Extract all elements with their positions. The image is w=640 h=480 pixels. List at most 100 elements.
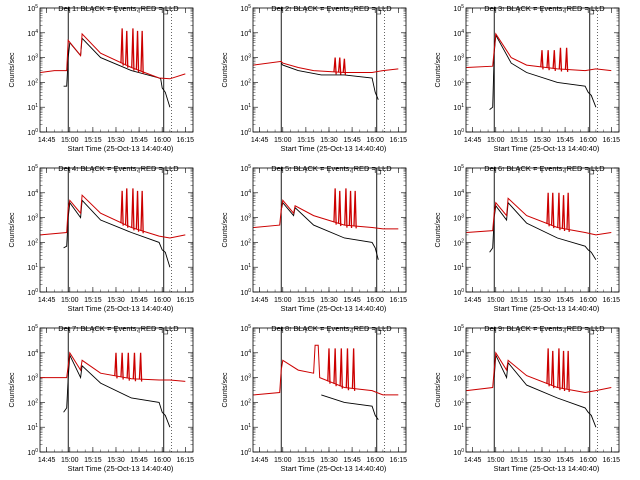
marker-flag	[163, 329, 169, 335]
y-tick-label: 103	[453, 214, 464, 223]
lld-spike	[353, 190, 357, 229]
y-tick-label: 102	[453, 78, 464, 87]
y-tick-label: 101	[240, 263, 251, 272]
lld-spike	[339, 348, 343, 389]
y-tick-label-base: 10	[240, 290, 248, 297]
lld-spike	[344, 188, 348, 228]
y-tick-label: 104	[240, 29, 251, 38]
y-tick-label: 102	[453, 238, 464, 247]
y-tick-label-exp: 1	[35, 423, 38, 429]
y-tick-label-exp: 4	[248, 189, 251, 195]
x-tick-label: 14:45	[251, 137, 269, 144]
y-tick-label: 103	[453, 374, 464, 383]
lld-spike	[550, 350, 555, 389]
chart-title: Det 8: BLACK = Events, RED = LLD	[271, 324, 392, 333]
x-tick-label: 15:15	[297, 137, 315, 144]
chart-title: Det 7: BLACK = Events, RED = LLD	[58, 324, 179, 333]
y-axis-label: Counts/sec	[435, 372, 442, 408]
y-tick-label-exp: 1	[248, 423, 251, 429]
marker-flag	[376, 329, 382, 335]
lld-spike	[140, 30, 144, 74]
y-tick-label: 103	[27, 54, 38, 63]
x-tick-label: 14:45	[251, 297, 269, 304]
y-tick-label-base: 10	[453, 240, 461, 247]
y-tick-label: 102	[27, 238, 38, 247]
x-tick-label: 14:45	[464, 137, 482, 144]
y-tick-label-base: 10	[453, 425, 461, 432]
y-tick-label-base: 10	[240, 216, 248, 223]
lld-spike	[564, 47, 569, 72]
y-axis-label: Counts/sec	[435, 212, 442, 248]
y-tick-label-base: 10	[453, 80, 461, 87]
y-axis-label: Counts/sec	[222, 212, 229, 248]
y-tick-label-base: 10	[453, 216, 461, 223]
y-tick-label-exp: 0	[35, 288, 38, 294]
y-tick-label-exp: 3	[248, 54, 251, 60]
x-tick-label: 14:45	[464, 297, 482, 304]
lld-spike	[135, 30, 140, 73]
lld-spike	[132, 352, 137, 382]
y-tick-label-exp: 3	[248, 214, 251, 220]
y-axis-label: Counts/sec	[222, 52, 229, 88]
lld-spike	[552, 50, 556, 71]
x-tick-label: 15:15	[84, 457, 102, 464]
y-tick-label-base: 10	[453, 351, 461, 358]
y-tick-label-exp: 2	[461, 78, 464, 84]
y-tick-label: 104	[240, 189, 251, 198]
x-tick-label: 15:45	[343, 137, 361, 144]
y-tick-label-exp: 1	[461, 263, 464, 269]
x-tick-label: 16:15	[603, 137, 621, 144]
y-tick-label-base: 10	[240, 326, 248, 333]
y-tick-label-base: 10	[240, 265, 248, 272]
lld-spike	[561, 195, 566, 232]
y-tick-label-exp: 0	[248, 128, 251, 134]
y-tick-label-exp: 1	[248, 103, 251, 109]
x-axis-label: Start Time (25-Oct-13 14:40:40)	[281, 144, 387, 153]
y-tick-label-base: 10	[27, 265, 35, 272]
y-tick-label-base: 10	[240, 351, 248, 358]
x-tick-label: 15:15	[510, 297, 528, 304]
x-tick-label: 15:45	[556, 457, 574, 464]
y-tick-label-exp: 4	[461, 29, 464, 35]
y-tick-label-exp: 0	[461, 128, 464, 134]
y-tick-label-base: 10	[27, 130, 35, 137]
y-tick-label-base: 10	[27, 326, 35, 333]
x-tick-label: 16:15	[603, 297, 621, 304]
x-axis-label: Start Time (25-Oct-13 14:40:40)	[68, 144, 174, 153]
lld-spike	[131, 188, 135, 231]
x-tick-label: 15:30	[533, 297, 551, 304]
y-tick-label-exp: 3	[35, 54, 38, 60]
x-tick-label: 16:15	[177, 297, 195, 304]
y-tick-label: 101	[240, 103, 251, 112]
y-tick-label-base: 10	[453, 105, 461, 112]
marker-flag	[376, 169, 382, 175]
y-tick-label: 102	[240, 238, 251, 247]
plot-frame	[465, 7, 620, 133]
y-tick-label: 102	[453, 398, 464, 407]
x-tick-label: 15:30	[107, 137, 125, 144]
lld-spike	[337, 57, 342, 75]
x-tick-label: 15:00	[487, 137, 505, 144]
marker-flag	[163, 9, 169, 15]
marker-flag	[163, 169, 169, 175]
y-tick-label-base: 10	[453, 166, 461, 173]
x-tick-label: 15:00	[274, 457, 292, 464]
y-tick-label: 105	[453, 324, 464, 333]
x-axis-label: Start Time (25-Oct-13 14:40:40)	[494, 464, 600, 473]
y-tick-label: 101	[453, 103, 464, 112]
y-tick-label: 103	[453, 54, 464, 63]
x-tick-label: 15:30	[533, 137, 551, 144]
x-tick-label: 15:15	[84, 137, 102, 144]
y-tick-label-exp: 5	[35, 4, 38, 10]
y-tick-label-exp: 3	[461, 54, 464, 60]
y-axis-label: Counts/sec	[435, 52, 442, 88]
x-tick-label: 15:45	[130, 137, 148, 144]
y-tick-label-base: 10	[240, 240, 248, 247]
x-tick-label: 16:00	[579, 457, 597, 464]
y-tick-label-base: 10	[27, 290, 35, 297]
x-tick-label: 14:45	[38, 137, 56, 144]
y-tick-label-base: 10	[240, 191, 248, 198]
y-tick-label: 105	[453, 164, 464, 173]
y-axis-label: Counts/sec	[9, 212, 16, 248]
lld-spike	[140, 190, 144, 234]
